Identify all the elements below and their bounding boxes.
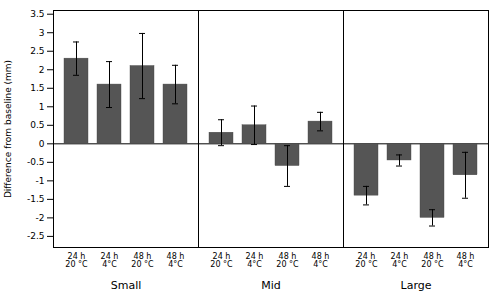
svg-text:1: 1 [39,102,45,112]
svg-text:48 h4°C: 48 h4°C [312,252,330,269]
svg-text:48 h20 °C: 48 h20 °C [421,252,444,269]
svg-text:24 h4°C: 24 h4°C [246,252,264,269]
svg-text:-2.5: -2.5 [27,231,45,241]
svg-text:0: 0 [39,139,45,149]
svg-text:Difference from baseline (mm): Difference from baseline (mm) [3,60,13,198]
svg-text:48 h20 °C: 48 h20 °C [276,252,299,269]
svg-text:-0.5: -0.5 [27,157,45,167]
svg-text:Small: Small [111,279,142,292]
svg-text:24 h20 °C: 24 h20 °C [65,252,88,269]
svg-text:1.5: 1.5 [30,83,44,93]
svg-text:24 h4°C: 24 h4°C [101,252,119,269]
svg-text:Large: Large [401,279,432,292]
svg-text:24 h20 °C: 24 h20 °C [355,252,378,269]
svg-text:24 h4°C: 24 h4°C [391,252,409,269]
svg-text:48 h4°C: 48 h4°C [167,252,185,269]
svg-text:-1: -1 [36,176,45,186]
svg-text:2: 2 [39,65,45,75]
svg-text:48 h4°C: 48 h4°C [457,252,475,269]
svg-text:2.5: 2.5 [30,46,44,56]
svg-text:-2: -2 [36,213,45,223]
svg-text:Mid: Mid [261,279,281,292]
svg-text:0.5: 0.5 [30,120,44,130]
svg-text:-1.5: -1.5 [27,194,45,204]
svg-text:3.5: 3.5 [30,9,44,19]
svg-text:3: 3 [39,28,45,38]
svg-text:48 h20 °C: 48 h20 °C [131,252,154,269]
svg-text:24 h20 °C: 24 h20 °C [210,252,233,269]
